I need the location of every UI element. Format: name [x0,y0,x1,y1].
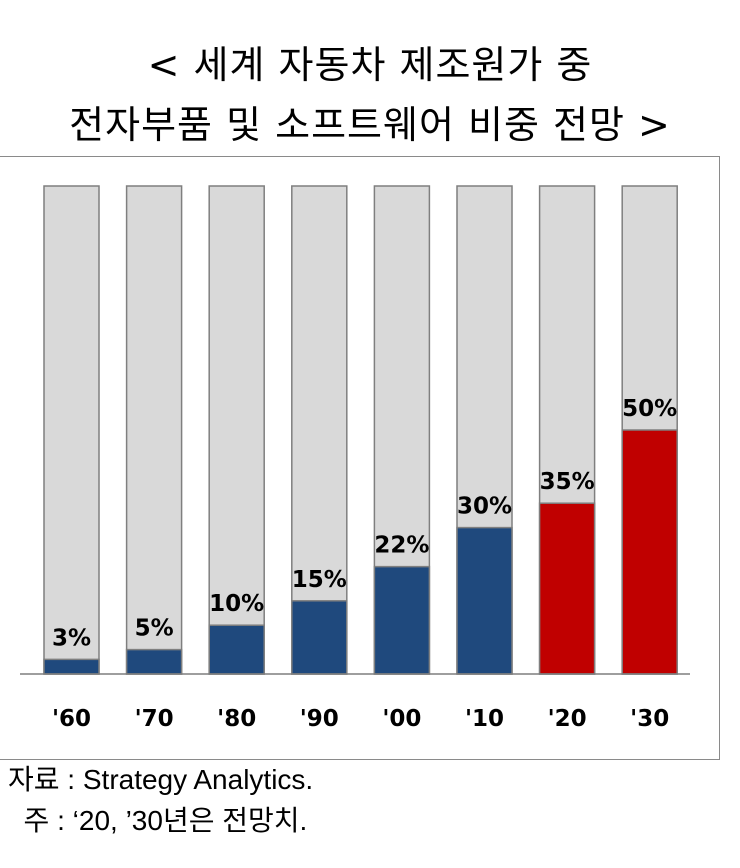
chart-frame [0,156,720,760]
value-bar-4 [291,600,348,675]
x-tick-label-8: '30 [630,706,669,732]
value-bar-5 [373,565,431,675]
data-label-1: 3% [52,625,91,651]
value-bar-6 [456,526,513,675]
x-tick-label-6: '10 [465,706,504,732]
remark-note: 주 : ‘20, ’30년은 전망치. [8,805,308,836]
background-bar-3 [208,185,265,675]
data-label-7: 35% [540,469,595,495]
x-tick-label-2: '70 [135,706,174,732]
chart-title-line-2: 전자부품 및 소프트웨어 비중 전망 > [69,103,671,147]
x-tick-label-5: '00 [382,706,421,732]
data-label-5: 22% [374,533,429,559]
value-bar-3 [208,624,265,675]
value-bar-1 [43,658,100,675]
data-label-6: 30% [457,494,512,520]
data-label-8: 50% [622,396,677,422]
value-bar-7 [538,502,596,675]
data-label-3: 10% [209,591,264,617]
value-bar-8 [621,429,678,675]
background-bar-2 [125,185,183,675]
x-tick-label-7: '20 [548,706,587,732]
value-bar-2 [125,648,183,675]
data-label-2: 5% [135,616,174,642]
x-tick-label-3: '80 [217,706,256,732]
source-note: 자료 : Strategy Analytics. [8,764,314,795]
chart-title-line-1: < 세계 자동차 제조원가 중 [147,43,593,87]
background-bar-1 [43,185,100,675]
data-label-4: 15% [292,567,347,593]
x-tick-label-1: '60 [52,706,91,732]
x-tick-label-4: '90 [300,706,339,732]
bar-chart: 3% '60 5% '70 10% '80 15% '90 22% '00 30% '10 35% '20… [20,185,690,732]
